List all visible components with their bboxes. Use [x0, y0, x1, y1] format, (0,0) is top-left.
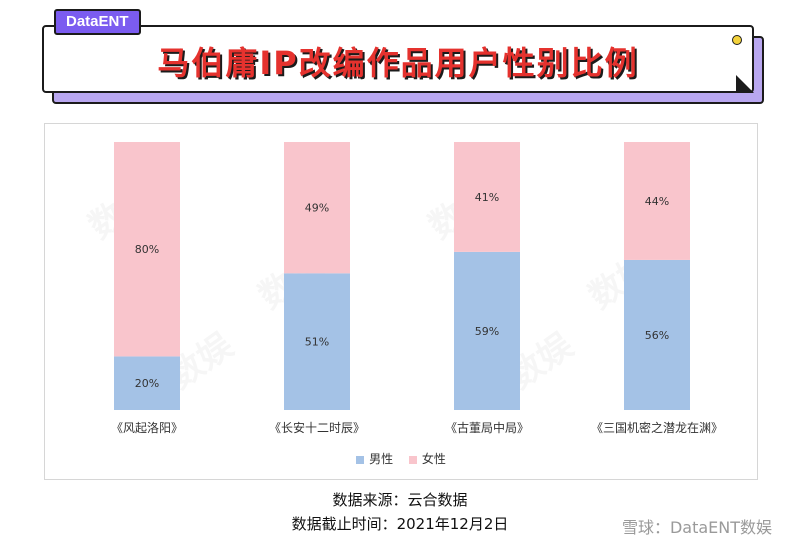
data-source: 数据来源：云合数据 [332, 491, 468, 509]
category-label: 《三国机密之潜龙在渊》 [591, 420, 723, 435]
title-dot [732, 35, 742, 45]
bar-segment-female [624, 142, 690, 260]
bar-value-label: 49% [305, 202, 329, 215]
category-label: 《长安十二时辰》 [269, 420, 365, 435]
bar-segment-male [624, 259, 690, 410]
legend-item-female: 女性 [408, 450, 446, 467]
bar-segment-female [454, 142, 520, 252]
footer-watermark: 雪球：DataENT数娱 [621, 518, 772, 537]
bar-segment-male [114, 356, 180, 410]
bar-value-label: 51% [305, 336, 329, 349]
bar-segment-male [284, 273, 350, 410]
category-label: 《风起洛阳》 [111, 420, 183, 435]
legend-label-male: 男性 [369, 452, 394, 466]
title-corner-fold [736, 75, 754, 93]
chart-panel: 数娱 数娱 数娱 数娱 数娱 数娱 20%80%《风起洛阳》51%49%《长安十… [44, 123, 758, 480]
stacked-bar-chart: 20% 80% 《风起洛阳》 51% 49% 《长安十二时辰》 59% 41% 《古董局中局》 5… [111, 142, 723, 435]
bar-value-label: 20% [135, 377, 159, 390]
bar-segment-female [114, 142, 180, 357]
bar-value-label: 44% [645, 195, 669, 208]
title-card: 马伯庸IP改编作品用户性别比例 [42, 25, 754, 93]
data-cutoff-date: 数据截止时间：2021年12月2日 [291, 515, 509, 533]
bar-value-label: 80% [135, 243, 159, 256]
page-title: 马伯庸IP改编作品用户性别比例 [157, 44, 639, 82]
bar-value-label: 59% [475, 325, 499, 338]
legend-item-male: 男性 [356, 450, 393, 467]
bar-segment-male [454, 251, 520, 410]
category-label: 《古董局中局》 [445, 420, 529, 435]
bar-value-label: 56% [645, 329, 669, 342]
bar-value-label: 41% [475, 191, 499, 204]
legend-swatch-female [408, 455, 417, 464]
legend-label-female: 女性 [421, 452, 446, 466]
brand-badge: DataENT [54, 9, 141, 35]
bar-segment-female [284, 142, 350, 274]
legend-swatch-male [356, 455, 365, 464]
chart-legend: 男性 女性 [45, 450, 757, 467]
